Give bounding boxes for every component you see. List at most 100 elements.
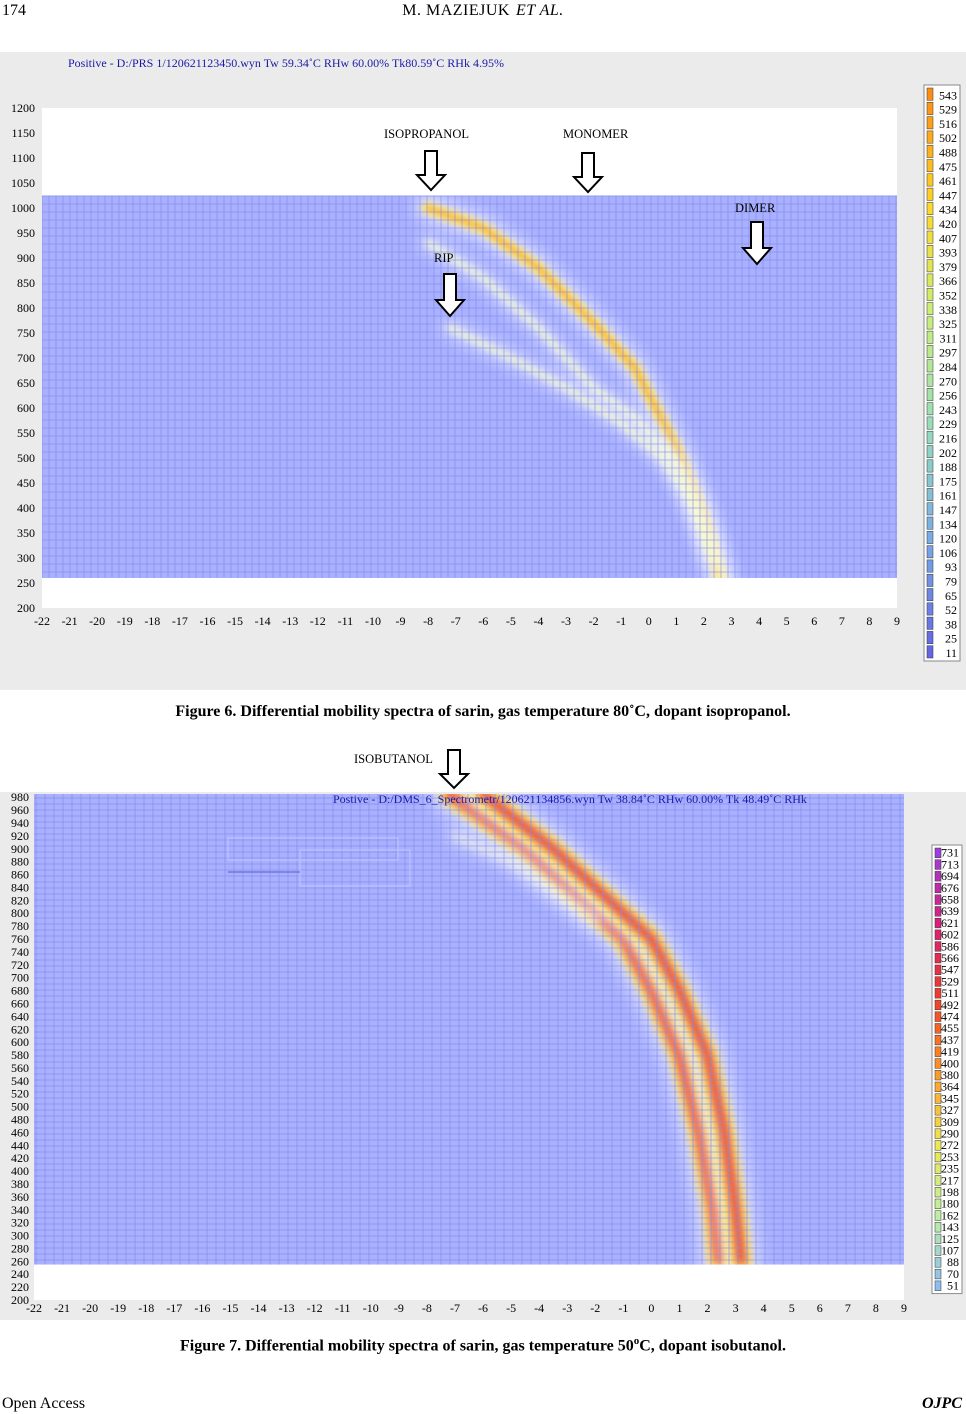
fig6-x-tick--15: -15 — [227, 614, 243, 628]
fig6-legend-swatch-229 — [926, 416, 934, 430]
fig7-legend-value-639: 639 — [941, 904, 959, 918]
fig6-legend-swatch-325 — [926, 316, 934, 330]
fig7-legend-value-492: 492 — [941, 998, 959, 1012]
fig6-annotations: ISOPROPANOL MONOMER RIP DIMER — [384, 127, 776, 318]
fig6-x-tick--11: -11 — [338, 614, 354, 628]
fig7-legend-swatch-602 — [934, 929, 942, 940]
fig6-legend-swatch-379 — [926, 259, 934, 273]
fig7-y-tick-580: 580 — [11, 1048, 29, 1062]
fig7-x-tick-7: 7 — [845, 1301, 851, 1315]
fig7-x-tick--16: -16 — [194, 1301, 210, 1315]
fig6-legend-swatch-93 — [926, 559, 934, 573]
fig7-legend-swatch-437 — [934, 1034, 942, 1046]
fig6-legend-value-407: 407 — [939, 231, 957, 245]
fig6-x-tick-7: 7 — [839, 614, 845, 628]
fig6-y-tick-600: 600 — [17, 401, 35, 415]
fig6-legend-value-543: 543 — [939, 88, 957, 102]
fig6-legend-swatch-270 — [926, 373, 934, 387]
fig7-legend-value-380: 380 — [941, 1068, 959, 1082]
fig6-legend-value-352: 352 — [939, 289, 957, 303]
fig7-legend-swatch-70 — [934, 1268, 942, 1280]
fig7-legend-swatch-253 — [934, 1151, 942, 1163]
fig6-legend-value-38: 38 — [945, 617, 957, 631]
fig6-legend-swatch-475 — [926, 159, 934, 173]
fig6-y-tick-1000: 1000 — [11, 201, 35, 215]
fig6-legend-swatch-38 — [926, 616, 934, 630]
fig7-inset-box — [227, 837, 411, 887]
fig7-y-tick-640: 640 — [11, 1009, 29, 1023]
fig7-x-tick--20: -20 — [82, 1301, 98, 1315]
fig6-y-tick-650: 650 — [17, 376, 35, 390]
fig6-legend-value-379: 379 — [939, 260, 957, 274]
fig6-legend-value-65: 65 — [945, 589, 957, 603]
fig6-legend-value-338: 338 — [939, 303, 957, 317]
fig6-y-tick-1100: 1100 — [11, 151, 35, 165]
fig6-x-tick--9: -9 — [396, 614, 406, 628]
fig6-legend-swatch-529 — [926, 102, 934, 115]
fig7-y-tick-480: 480 — [11, 1113, 29, 1127]
fig7-legend-value-400: 400 — [941, 1056, 959, 1070]
fig6-y-tick-400: 400 — [17, 501, 35, 515]
fig6-legend-swatch-134 — [926, 516, 934, 530]
fig7-legend-swatch-419 — [934, 1046, 942, 1057]
fig7-legend-value-676: 676 — [941, 881, 959, 895]
fig7-x-tick--4: -4 — [534, 1301, 544, 1315]
fig6-x-tick-2: 2 — [701, 614, 707, 628]
fig7-y-tick-980: 980 — [11, 790, 29, 804]
fig7-legend-swatch-380 — [934, 1070, 942, 1081]
fig7-legend-swatch-180 — [934, 1198, 942, 1209]
fig6-x-tick-3: 3 — [729, 614, 735, 628]
fig7-y-tick-700: 700 — [11, 971, 29, 985]
fig6-legend-swatch-393 — [926, 245, 934, 258]
fig6-legend-swatch-65 — [926, 588, 934, 602]
fig7-legend-swatch-731 — [934, 847, 942, 858]
fig6-y-tick-200: 200 — [17, 601, 35, 615]
fig6-file-header: Positive - D:/PRS 1/120621123450.wyn Tw … — [68, 56, 504, 70]
fig7-legend-value-437: 437 — [941, 1033, 959, 1047]
fig6-data-region — [42, 195, 897, 578]
fig7-y-tick-960: 960 — [11, 803, 29, 817]
fig7-legend-value-51: 51 — [947, 1279, 959, 1293]
fig6-legend-value-25: 25 — [945, 632, 957, 646]
fig7-legend-swatch-272 — [934, 1140, 942, 1151]
fig7-y-tick-340: 340 — [11, 1203, 29, 1217]
fig7-legend-value-547: 547 — [941, 963, 959, 977]
fig6-y-tick-1200: 1200 — [11, 101, 35, 115]
fig6-x-tick--5: -5 — [506, 614, 516, 628]
fig6-legend-swatch-488 — [926, 144, 934, 158]
fig7-legend-value-364: 364 — [941, 1080, 959, 1094]
fig6-y-tick-250: 250 — [17, 576, 35, 590]
fig7-y-axis: 2002202402602803003203403603804004204404… — [11, 790, 29, 1307]
fig7-legend-swatch-566 — [934, 953, 942, 964]
fig7-y-tick-240: 240 — [11, 1267, 29, 1281]
fig6-legend-value-434: 434 — [939, 203, 957, 217]
fig6-y-tick-450: 450 — [17, 476, 35, 490]
fig6-legend-swatch-106 — [926, 545, 934, 559]
fig6-x-tick--20: -20 — [89, 614, 105, 628]
fig6-x-tick--1: -1 — [616, 614, 626, 628]
fig7-legend-value-731: 731 — [941, 846, 959, 860]
fig7-legend-swatch-198 — [934, 1187, 942, 1198]
journal-abbrev: OJPC — [922, 1395, 962, 1412]
fig6-legend-value-502: 502 — [939, 131, 957, 145]
fig7-x-tick--22: -22 — [26, 1301, 42, 1315]
fig7-x-axis: -22 -21 -20 -19 -18 -17 -16 -15 -14 -13 -12 -11 -10-… — [26, 1301, 907, 1315]
fig6-y-tick-1150: 1150 — [11, 126, 35, 140]
fig6-color-legend: 5435295165024884754614474344204073933793… — [923, 84, 961, 662]
fig7-caption-suffix: C, dopant isobutanol. — [639, 1337, 786, 1355]
fig7-x-tick-3: 3 — [733, 1301, 739, 1315]
fig7-legend-value-586: 586 — [941, 939, 959, 953]
fig7-legend-swatch-492 — [934, 999, 942, 1011]
monomer-label: MONOMER — [563, 127, 629, 141]
fig7-legend-swatch-639 — [934, 906, 942, 917]
fig6-y-tick-900: 900 — [17, 251, 35, 265]
fig7-legend-swatch-107 — [934, 1245, 942, 1256]
fig6-legend-value-161: 161 — [939, 489, 957, 503]
fig6-legend-swatch-338 — [926, 302, 934, 316]
fig6-legend-value-529: 529 — [939, 103, 957, 117]
fig6-x-tick-1: 1 — [673, 614, 679, 628]
fig6-x-tick--2: -2 — [589, 614, 599, 628]
rip-arrow-icon — [433, 273, 467, 318]
fig6-x-tick-6: 6 — [811, 614, 817, 628]
fig6-legend-value-420: 420 — [939, 217, 957, 231]
